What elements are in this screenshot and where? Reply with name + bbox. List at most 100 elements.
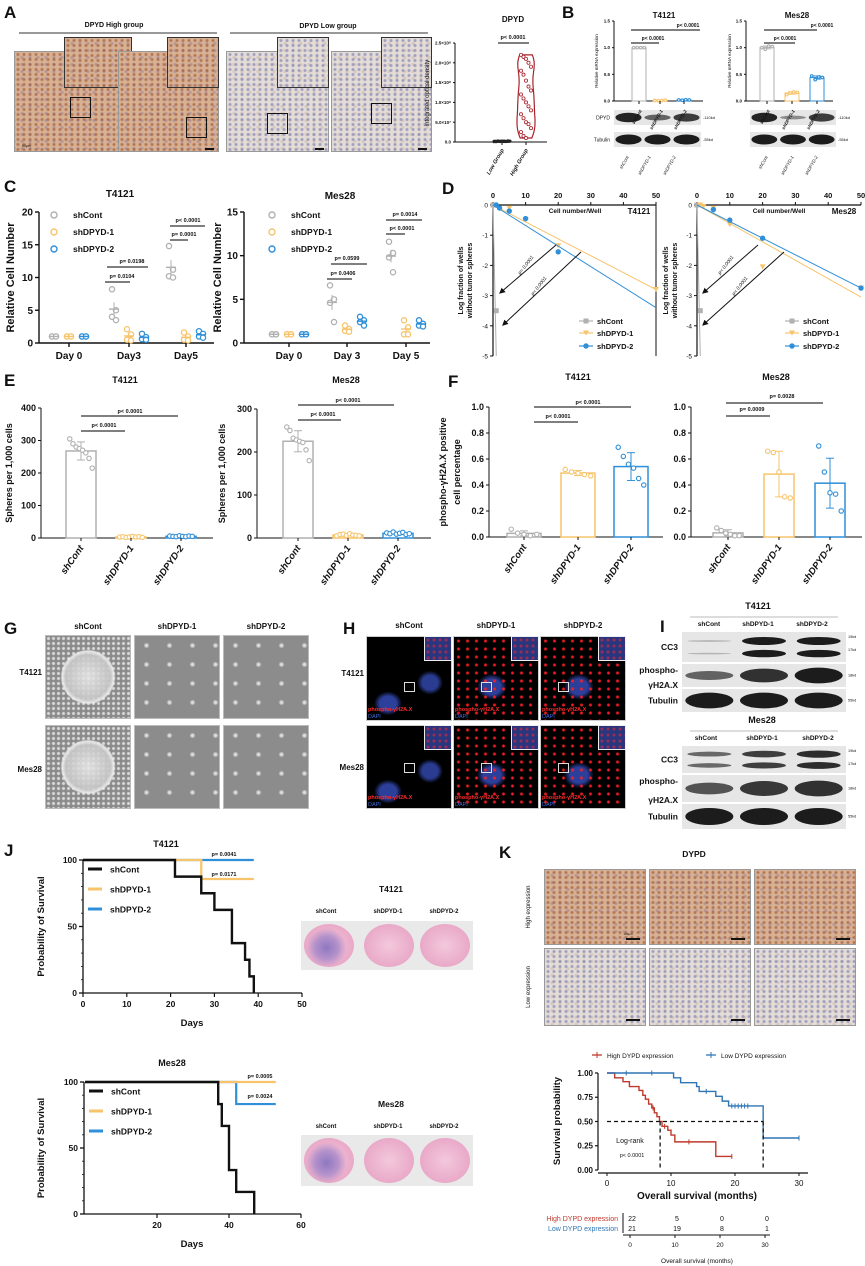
y-tick-label: 50 — [68, 921, 78, 931]
y-axis-label: Spheres per 1,000 cells — [4, 423, 14, 523]
region-of-interest-box — [70, 97, 91, 118]
data-point — [127, 337, 135, 344]
blot-band — [751, 134, 778, 145]
data-point — [83, 450, 89, 456]
data-point — [718, 527, 724, 534]
y-tick-label: -3 — [482, 293, 488, 300]
molecular-weight-label: 17kd — [848, 648, 856, 652]
data-point — [514, 530, 521, 536]
y-axis-label: Relative mRNA expression — [594, 34, 599, 88]
y-tick-label: 2.0×10⁸ — [435, 60, 451, 65]
category-label: High Group — [509, 147, 530, 177]
y-tick-label: 5.0×10⁷ — [435, 120, 451, 125]
survival-curve-shCont — [85, 1080, 256, 1214]
data-point — [524, 136, 529, 141]
y-tick-label: 1.0×10⁸ — [435, 100, 451, 105]
p-value-label: p< 0.0001 — [620, 1153, 645, 1159]
x-tick-label: 30 — [791, 191, 799, 200]
chart-title: DPYD — [502, 15, 524, 24]
fit-line — [696, 204, 862, 289]
risk-count: 5 — [675, 1216, 679, 1223]
legend-label: shDPYD-2 — [597, 342, 633, 351]
data-point — [581, 471, 588, 478]
data-point — [838, 508, 844, 514]
y-tick-label: -5 — [482, 354, 488, 361]
y-tick-label: 0.4 — [471, 480, 484, 490]
y-tick-label: 0.25 — [577, 1142, 593, 1151]
chart-title: Mes28 — [158, 1058, 186, 1068]
brain-section-shDPYD-1 — [364, 924, 414, 967]
data-point — [687, 98, 692, 102]
x-tick-label: 0 — [628, 1242, 632, 1249]
y-tick-label: 15 — [227, 208, 239, 219]
data-point — [759, 235, 766, 241]
bar-shCont — [65, 450, 97, 539]
legend-marker — [789, 318, 795, 324]
y-axis-label: Spheres per 1,000 cells — [217, 424, 227, 524]
lane-label: shDPYD-2 — [429, 909, 459, 915]
data-point — [784, 92, 789, 97]
column-label: shDPYD-2 — [247, 622, 286, 631]
data-point — [820, 75, 825, 80]
ihc-inset-zoom — [381, 37, 432, 88]
x-axis-label: Overall survival (months) — [661, 1258, 733, 1265]
lane-label: shDPYD-1 — [637, 155, 652, 176]
y-tick-label: 0.0 — [445, 140, 452, 145]
data-point — [123, 325, 131, 333]
y-tick-label: 1.0 — [736, 45, 743, 50]
lane-label: shDPYD-2 — [429, 1124, 459, 1130]
data-point — [529, 88, 534, 93]
y-tick-label: 0.5 — [736, 72, 743, 77]
row-label: T4121 — [19, 668, 42, 677]
y-tick-label: 1.00 — [577, 1069, 593, 1078]
y-tick-label: 0.75 — [577, 1093, 593, 1102]
brain-panel-title: T4121 — [379, 884, 403, 894]
x-tick-label: 10 — [521, 191, 529, 200]
blot-band — [742, 762, 786, 769]
lane-label: shDPYD-2 — [796, 621, 828, 628]
data-point — [575, 470, 581, 477]
category-label: shDPYD-2 — [800, 542, 836, 587]
panel-letter-J: J — [4, 841, 13, 860]
data-point — [112, 316, 120, 324]
blot-band — [742, 649, 786, 658]
brain-section-shDPYD-2 — [420, 924, 470, 967]
category-label: shCont — [502, 542, 530, 576]
data-point — [524, 120, 529, 125]
region-of-interest-box — [481, 763, 492, 773]
p-value-label: p< 0.0001 — [501, 35, 526, 41]
micrograph-sphere-shCont-T4121 — [45, 635, 131, 719]
group-title-high: DPYD High group — [85, 22, 144, 29]
y-tick-label: -4 — [482, 323, 488, 330]
zoom-inset — [598, 636, 626, 661]
blot-title: Mes28 — [748, 715, 776, 725]
panel-letter-K: K — [499, 843, 512, 862]
region-of-interest-box — [371, 103, 392, 124]
data-point — [659, 98, 664, 103]
lane-label: shDPYD-2 — [662, 155, 677, 176]
y-tick-label: -3 — [686, 293, 692, 300]
x-tick-label: Day 0 — [276, 351, 303, 362]
blot-band — [808, 134, 835, 145]
data-point — [663, 98, 668, 103]
category-label: shDPYD-1 — [101, 543, 136, 587]
region-of-interest-box — [186, 117, 207, 138]
chart-title: Mes28 — [762, 372, 790, 382]
data-point — [400, 317, 408, 324]
data-point — [759, 45, 764, 50]
data-point — [330, 318, 338, 326]
legend-label: shDPYD-1 — [291, 227, 332, 237]
zoom-inset — [598, 725, 626, 750]
category-label: shDPYD-1 — [781, 109, 796, 131]
ihc-image — [754, 948, 856, 1026]
data-point — [406, 530, 412, 537]
p-value-label: p< 0.0001 — [546, 414, 571, 420]
chart-title: T4121 — [153, 839, 179, 849]
category-label: Low Group — [486, 147, 506, 176]
data-point — [508, 139, 512, 143]
x-tick-label: 30 — [795, 1179, 804, 1188]
data-point — [521, 72, 526, 77]
y-tick-label: 300 — [237, 404, 252, 414]
x-tick-label: 20 — [166, 999, 176, 1009]
panel-letter-H: H — [343, 619, 355, 638]
